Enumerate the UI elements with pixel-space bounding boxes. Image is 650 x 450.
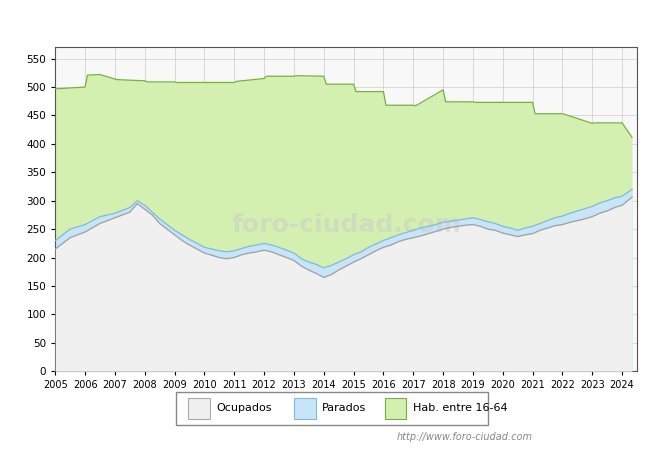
Text: http://www.foro-ciudad.com: http://www.foro-ciudad.com xyxy=(397,432,533,442)
Bar xyxy=(188,398,210,418)
Text: Hab. entre 16-64: Hab. entre 16-64 xyxy=(413,403,507,414)
FancyBboxPatch shape xyxy=(176,392,488,425)
Text: Parados: Parados xyxy=(322,403,367,414)
Text: foro-ciudad.com: foro-ciudad.com xyxy=(231,213,461,238)
Bar xyxy=(385,398,406,418)
Bar xyxy=(294,398,316,418)
Text: Ocupados: Ocupados xyxy=(216,403,272,414)
Text: Vilabella - Evolucion de la poblacion en edad de Trabajar Mayo de 2024: Vilabella - Evolucion de la poblacion en… xyxy=(86,10,564,22)
